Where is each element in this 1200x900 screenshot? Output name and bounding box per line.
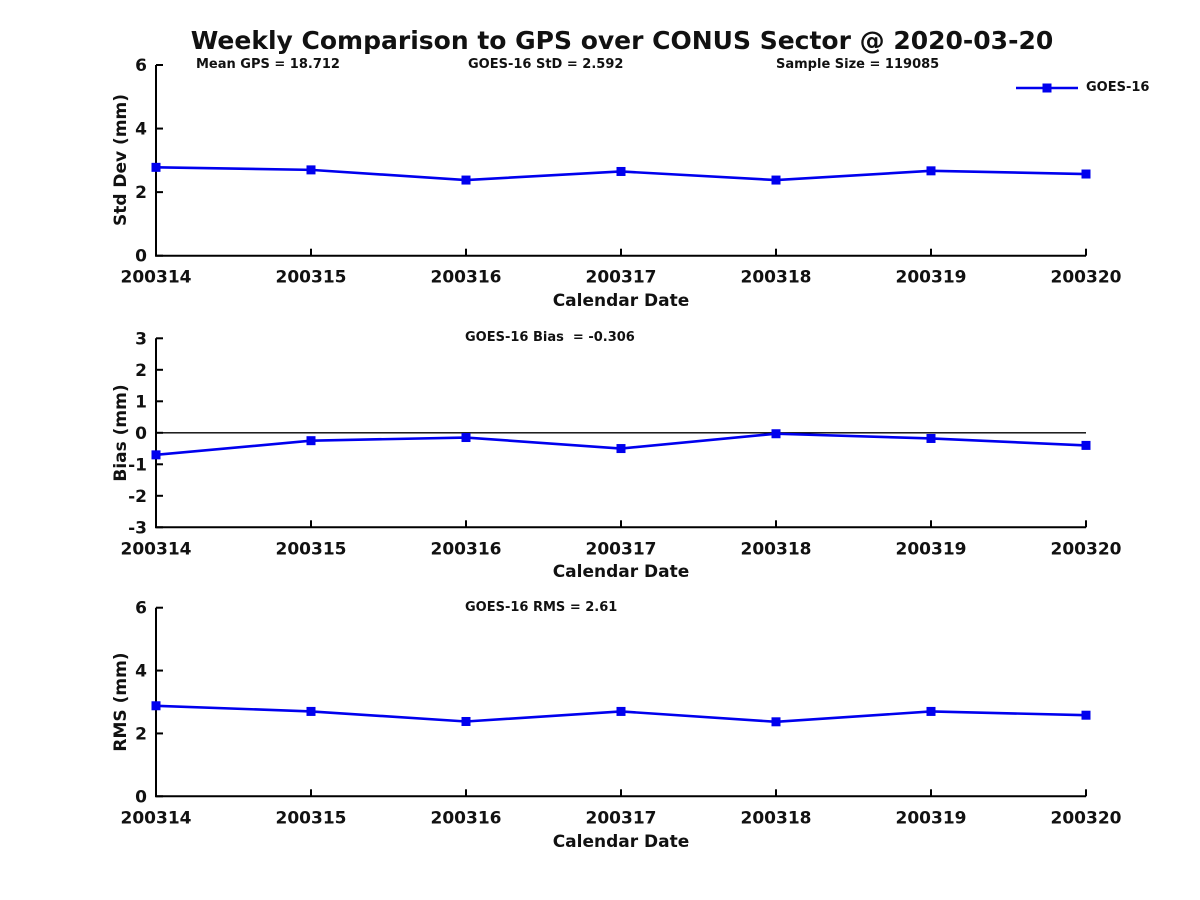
y-tick-label: 1 (135, 392, 147, 412)
x-tick-label: 200317 (586, 539, 657, 559)
y-tick-label: 6 (135, 56, 147, 76)
x-tick-label: 200320 (1051, 808, 1122, 828)
x-tick-label: 200318 (741, 808, 812, 828)
y-tick-label: 0 (135, 424, 147, 444)
figure-title: Weekly Comparison to GPS over CONUS Sect… (190, 26, 1054, 55)
legend-line-sample (1016, 83, 1078, 93)
axes-spines (155, 65, 1086, 257)
annotation-mean-gps: Mean GPS = 18.712 (196, 57, 340, 72)
data-point-marker (926, 433, 936, 443)
axes-spines (155, 607, 1086, 798)
x-tick-label: 200315 (276, 539, 347, 559)
y-tick-label: -3 (128, 518, 147, 538)
y-tick-label: 4 (135, 120, 147, 140)
y-tick-label: 0 (135, 247, 147, 267)
subplot-rms: 0 2 4 6 200314 200315 200316 200317 200318 200319… (121, 599, 1122, 829)
x-tick-label: 200318 (741, 539, 812, 559)
data-point-marker (926, 166, 936, 176)
annotation-sample-size: Sample Size = 119085 (776, 57, 940, 72)
data-point-marker (616, 166, 626, 176)
y-tick-label: 2 (135, 361, 147, 381)
x-tick-label: 200315 (276, 268, 347, 288)
subplot-bias: -3 -2 -1 0 1 2 3 200314 200315 200316 200317 200318… (121, 329, 1122, 559)
annotation-goes16-std: GOES-16 StD = 2.592 (468, 57, 624, 72)
data-point-marker (151, 701, 161, 711)
data-point-marker (771, 175, 781, 185)
x-tick-label: 200314 (121, 268, 192, 288)
data-point-marker (306, 436, 316, 446)
data-point-marker (616, 444, 626, 454)
x-tick-label: 200315 (276, 808, 347, 828)
data-point-marker (771, 717, 781, 727)
y-tick-label: 6 (135, 599, 147, 619)
x-axis-label-3: Calendar Date (552, 832, 690, 852)
data-point-marker (461, 716, 471, 726)
x-tick-label: 200316 (431, 539, 502, 559)
x-tick-label: 200314 (121, 808, 192, 828)
x-tick-label: 200316 (431, 808, 502, 828)
data-point-marker (461, 175, 471, 185)
y-tick-label: 3 (135, 329, 147, 349)
legend-marker-icon (1042, 83, 1052, 93)
y-tick-label: 0 (135, 787, 147, 807)
subplot-std-dev: 0 2 4 6 200314 200315 200316 200317 200318 200319… (121, 56, 1122, 288)
y-tick-label: 2 (135, 183, 147, 203)
x-tick-label: 200314 (121, 539, 192, 559)
x-tick-label: 200317 (586, 268, 657, 288)
y-tick-label: 2 (135, 724, 147, 744)
x-tick-label: 200320 (1051, 268, 1122, 288)
data-point-marker (461, 433, 471, 443)
x-tick-label: 200319 (896, 268, 967, 288)
data-point-marker (1081, 169, 1091, 179)
x-tick-label: 200320 (1051, 539, 1122, 559)
data-point-marker (151, 450, 161, 460)
data-point-marker (926, 706, 936, 716)
x-axis-label-1: Calendar Date (552, 291, 690, 311)
data-point-marker (771, 429, 781, 439)
data-point-marker (1081, 710, 1091, 720)
annotation-goes16-rms: GOES-16 RMS = 2.61 (465, 600, 618, 615)
data-point-marker (306, 706, 316, 716)
data-point-marker (1081, 440, 1091, 450)
x-tick-label: 200319 (896, 539, 967, 559)
x-tick-label: 200318 (741, 268, 812, 288)
x-tick-label: 200317 (586, 808, 657, 828)
y-tick-label: 4 (135, 662, 147, 682)
data-point-marker (616, 706, 626, 716)
x-tick-label: 200316 (431, 268, 502, 288)
data-point-marker (306, 165, 316, 175)
y-tick-label: -2 (128, 487, 147, 507)
legend-label: GOES-16 (1086, 80, 1150, 95)
y-tick-label: -1 (128, 455, 147, 475)
x-tick-label: 200319 (896, 808, 967, 828)
data-point-marker (151, 162, 161, 172)
x-axis-label-2: Calendar Date (552, 562, 690, 582)
annotation-goes16-bias: GOES-16 Bias = -0.306 (465, 330, 635, 345)
